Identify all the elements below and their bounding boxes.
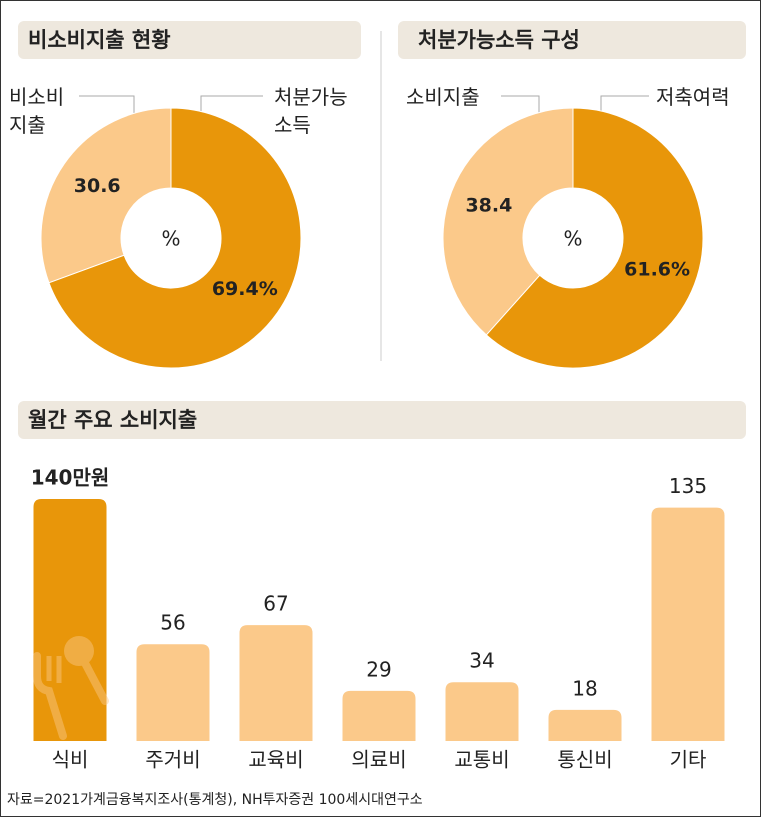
chart-title: 비소비지출 현황 xyxy=(28,28,171,52)
bar xyxy=(136,644,210,741)
data-label: 140만원 xyxy=(31,466,110,490)
category-label: 교육비 xyxy=(248,748,303,772)
data-label: 61.6% xyxy=(624,259,690,281)
bar xyxy=(239,625,313,741)
category-label: 식비 xyxy=(52,748,89,772)
icon-shape xyxy=(81,659,109,705)
leader-line xyxy=(600,95,649,113)
data-label: 38.4 xyxy=(465,194,512,216)
category-label: 통신비 xyxy=(557,748,612,772)
pie-slice xyxy=(40,107,172,284)
data-label: 30.6 xyxy=(74,175,121,197)
data-label: 56 xyxy=(160,611,185,635)
header-bar xyxy=(18,401,746,439)
data-label: 29 xyxy=(366,657,391,681)
source: 자료=2021가계금융복지조사(통계청), NH투자증권 100세시대연구소 xyxy=(7,792,423,808)
slice-label: 소비지출 xyxy=(406,85,480,109)
header-bar xyxy=(18,21,361,59)
pie-slice xyxy=(485,107,704,369)
header-bar xyxy=(398,21,746,59)
slice-label: 비소비 지출 xyxy=(9,85,65,137)
bar xyxy=(651,507,725,741)
category-label: 주거비 xyxy=(145,748,200,772)
data-label: 18 xyxy=(572,676,597,700)
data-label: 69.4% xyxy=(212,278,278,300)
leader-line xyxy=(501,95,540,113)
bar xyxy=(445,682,519,741)
slice-label: 저축여력 xyxy=(656,85,730,109)
food-icon xyxy=(33,636,109,740)
data-label: 67 xyxy=(263,592,288,616)
chart-title: 처분가능소득 구성 xyxy=(418,28,580,52)
leader-line xyxy=(79,95,135,113)
center-label: % xyxy=(161,227,180,251)
data-label: 34 xyxy=(469,649,494,673)
bar xyxy=(33,499,107,741)
leader-line xyxy=(200,95,263,113)
bar xyxy=(548,709,622,741)
chart-title: 월간 주요 소비지출 xyxy=(28,408,197,432)
pie-slice xyxy=(48,107,302,369)
bar xyxy=(342,690,416,741)
category-label: 교통비 xyxy=(454,748,509,772)
center-label: % xyxy=(563,227,582,251)
slice-label: 처분가능 소득 xyxy=(274,85,348,137)
category-label: 기타 xyxy=(670,748,707,772)
pie-slice xyxy=(442,107,574,336)
data-label: 135 xyxy=(669,474,707,498)
icon-shape xyxy=(33,652,67,740)
category-label: 의료비 xyxy=(351,748,406,772)
icon-shape xyxy=(64,636,94,666)
